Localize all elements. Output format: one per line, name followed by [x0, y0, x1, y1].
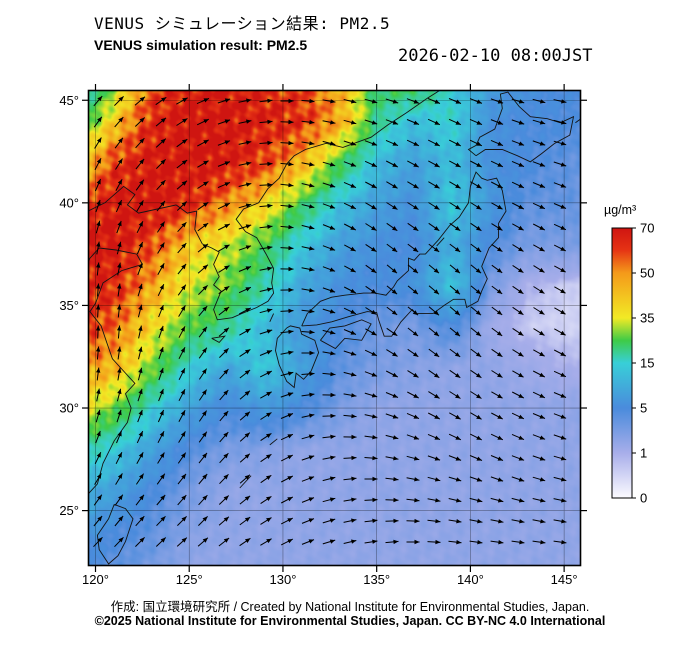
colorbar-tick-label: 35 — [640, 311, 654, 326]
pm25-concentration-heatmap — [88, 90, 581, 566]
lat-tick-label: 40° — [59, 195, 79, 210]
colorbar-tick-label: 0 — [640, 491, 647, 506]
lon-tick-label: 135° — [363, 572, 390, 587]
lon-tick-label: 120° — [82, 572, 109, 587]
page-title-english: VENUS simulation result: PM2.5 — [94, 37, 308, 53]
lon-tick-label: 145° — [551, 572, 578, 587]
colorbar-tick-label: 70 — [640, 221, 654, 236]
page-title-japanese: VENUS シミュレーション結果: PM2.5 — [94, 14, 391, 33]
colorbar-unit-label: µg/m³ — [604, 203, 636, 217]
lon-tick-label: 125° — [176, 572, 203, 587]
credit-line: 作成: 国立環境研究所 / Created by National Instit… — [110, 600, 590, 614]
lat-tick-label: 35° — [59, 298, 79, 313]
colorbar-tick-label: 50 — [640, 266, 654, 281]
copyright-line: ©2025 National Institute for Environment… — [94, 614, 606, 628]
lon-tick-label: 140° — [457, 572, 484, 587]
lat-tick-label: 30° — [59, 401, 79, 416]
valid-time-label: 2026-02-10 08:00JST — [398, 46, 593, 66]
colorbar-tick-label: 15 — [640, 356, 654, 371]
colorbar-gradient-bar — [611, 227, 633, 499]
lat-tick-label: 45° — [59, 93, 79, 108]
lon-tick-label: 130° — [270, 572, 297, 587]
colorbar-tick-label: 5 — [640, 401, 647, 416]
colorbar-tick-label: 1 — [640, 446, 647, 461]
lat-tick-label: 25° — [59, 503, 79, 518]
